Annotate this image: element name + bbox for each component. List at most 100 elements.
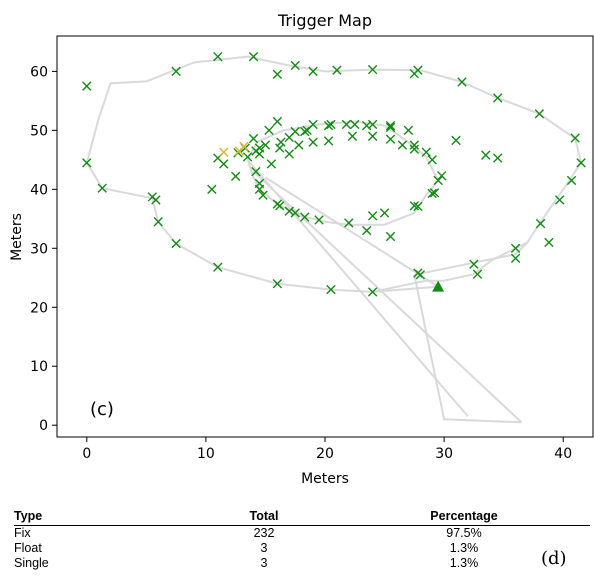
y-tick-label: 30 — [30, 241, 48, 257]
fix-point — [344, 218, 354, 228]
fix-point — [219, 159, 229, 169]
fix-point — [207, 184, 217, 195]
fix-point — [294, 140, 304, 150]
fix-point — [385, 134, 396, 144]
fix-point — [82, 158, 92, 168]
float-point — [239, 141, 249, 151]
fix-point — [308, 66, 318, 77]
fix-point — [481, 150, 491, 160]
header-percentage: Percentage — [364, 509, 564, 526]
fix-point — [469, 259, 479, 269]
fix-point — [534, 109, 545, 119]
table-row: Fix 232 97.5% — [14, 526, 590, 542]
fix-point — [308, 137, 318, 147]
fix-point — [171, 66, 181, 77]
fix-point — [367, 131, 378, 141]
fix-point — [284, 206, 294, 216]
fix-point — [272, 116, 283, 127]
fix-point — [566, 175, 577, 186]
fix-point — [82, 81, 92, 91]
fix-point — [251, 146, 261, 156]
fix-point — [264, 125, 274, 136]
fix-point — [554, 195, 565, 205]
fix-point — [326, 119, 336, 130]
cell-total: 3 — [260, 556, 268, 570]
fix-point — [385, 120, 396, 131]
chart-title: Trigger Map — [277, 11, 372, 30]
fix-point — [415, 270, 425, 280]
float-point — [219, 147, 229, 157]
fix-point — [385, 122, 396, 133]
fix-point — [409, 201, 420, 211]
fix-point — [493, 93, 503, 103]
y-tick-label: 50 — [30, 123, 48, 139]
table-row: Single 3 1.3% — [14, 556, 590, 571]
fix-point — [421, 147, 431, 157]
fix-point — [248, 133, 259, 144]
x-tick-label: 20 — [316, 446, 334, 462]
fix-point — [427, 155, 437, 165]
fix-point — [385, 231, 396, 242]
trajectory-segment — [413, 274, 522, 424]
fix-point — [341, 119, 352, 130]
fix-point — [457, 77, 467, 87]
cell-type: Fix — [14, 526, 31, 540]
fix-point — [300, 126, 310, 137]
fix-point — [379, 208, 390, 218]
fix-point — [493, 153, 503, 163]
fix-point — [323, 136, 334, 146]
fix-point — [272, 69, 283, 80]
trajectory-segment — [252, 170, 523, 424]
fix-point — [326, 284, 336, 295]
x-tick-label: 10 — [197, 446, 215, 462]
fix-point — [570, 133, 580, 143]
fix-point — [213, 262, 223, 272]
fix-point — [290, 60, 300, 71]
fix-point — [413, 201, 423, 212]
cell-percentage: 1.3% — [449, 541, 479, 555]
fix-point — [276, 137, 286, 147]
header-total: Total — [164, 509, 364, 526]
y-tick-label: 20 — [30, 300, 48, 316]
fix-point — [258, 190, 268, 200]
fix-point — [213, 51, 223, 62]
fix-point — [413, 65, 423, 75]
fix-point — [248, 51, 259, 62]
y-axis: 0 10 20 30 40 50 60 — [30, 64, 57, 434]
fix-point — [361, 225, 372, 236]
fix-point — [409, 144, 420, 154]
start-marker — [432, 280, 445, 292]
fix-point — [403, 125, 414, 136]
fix-point — [230, 171, 241, 182]
x-axis: 0 10 20 30 40 — [82, 437, 572, 462]
fix-point — [153, 217, 163, 227]
y-axis-label: Meters — [9, 213, 25, 261]
fix-point — [350, 119, 360, 130]
fix-point — [427, 188, 437, 199]
fix-point — [151, 195, 161, 205]
trigger-type-table: Type Total Percentage Fix 232 97.5% Floa… — [14, 509, 590, 571]
fix-point — [302, 125, 312, 136]
fix-point — [275, 201, 285, 211]
table-header-row: Type Total Percentage — [14, 509, 590, 526]
plot-frame — [56, 35, 594, 438]
fix-point — [284, 132, 294, 143]
trajectory-segment — [264, 176, 439, 288]
fix-point — [433, 175, 443, 186]
fix-point — [409, 140, 420, 150]
fix-point — [290, 208, 300, 218]
cell-type: Float — [14, 541, 42, 555]
fix-point — [272, 278, 283, 289]
fix-point — [314, 215, 324, 225]
trajectory-segment — [414, 241, 529, 276]
fix-point — [171, 238, 181, 249]
fix-point — [242, 152, 253, 162]
header-type: Type — [14, 509, 164, 526]
fix-point — [576, 158, 586, 168]
cell-percentage: 1.3% — [449, 556, 479, 570]
fix-point — [361, 120, 372, 131]
fix-point — [347, 131, 358, 141]
fix-point — [367, 287, 378, 297]
fix-point — [332, 65, 342, 75]
fix-point — [266, 159, 277, 169]
